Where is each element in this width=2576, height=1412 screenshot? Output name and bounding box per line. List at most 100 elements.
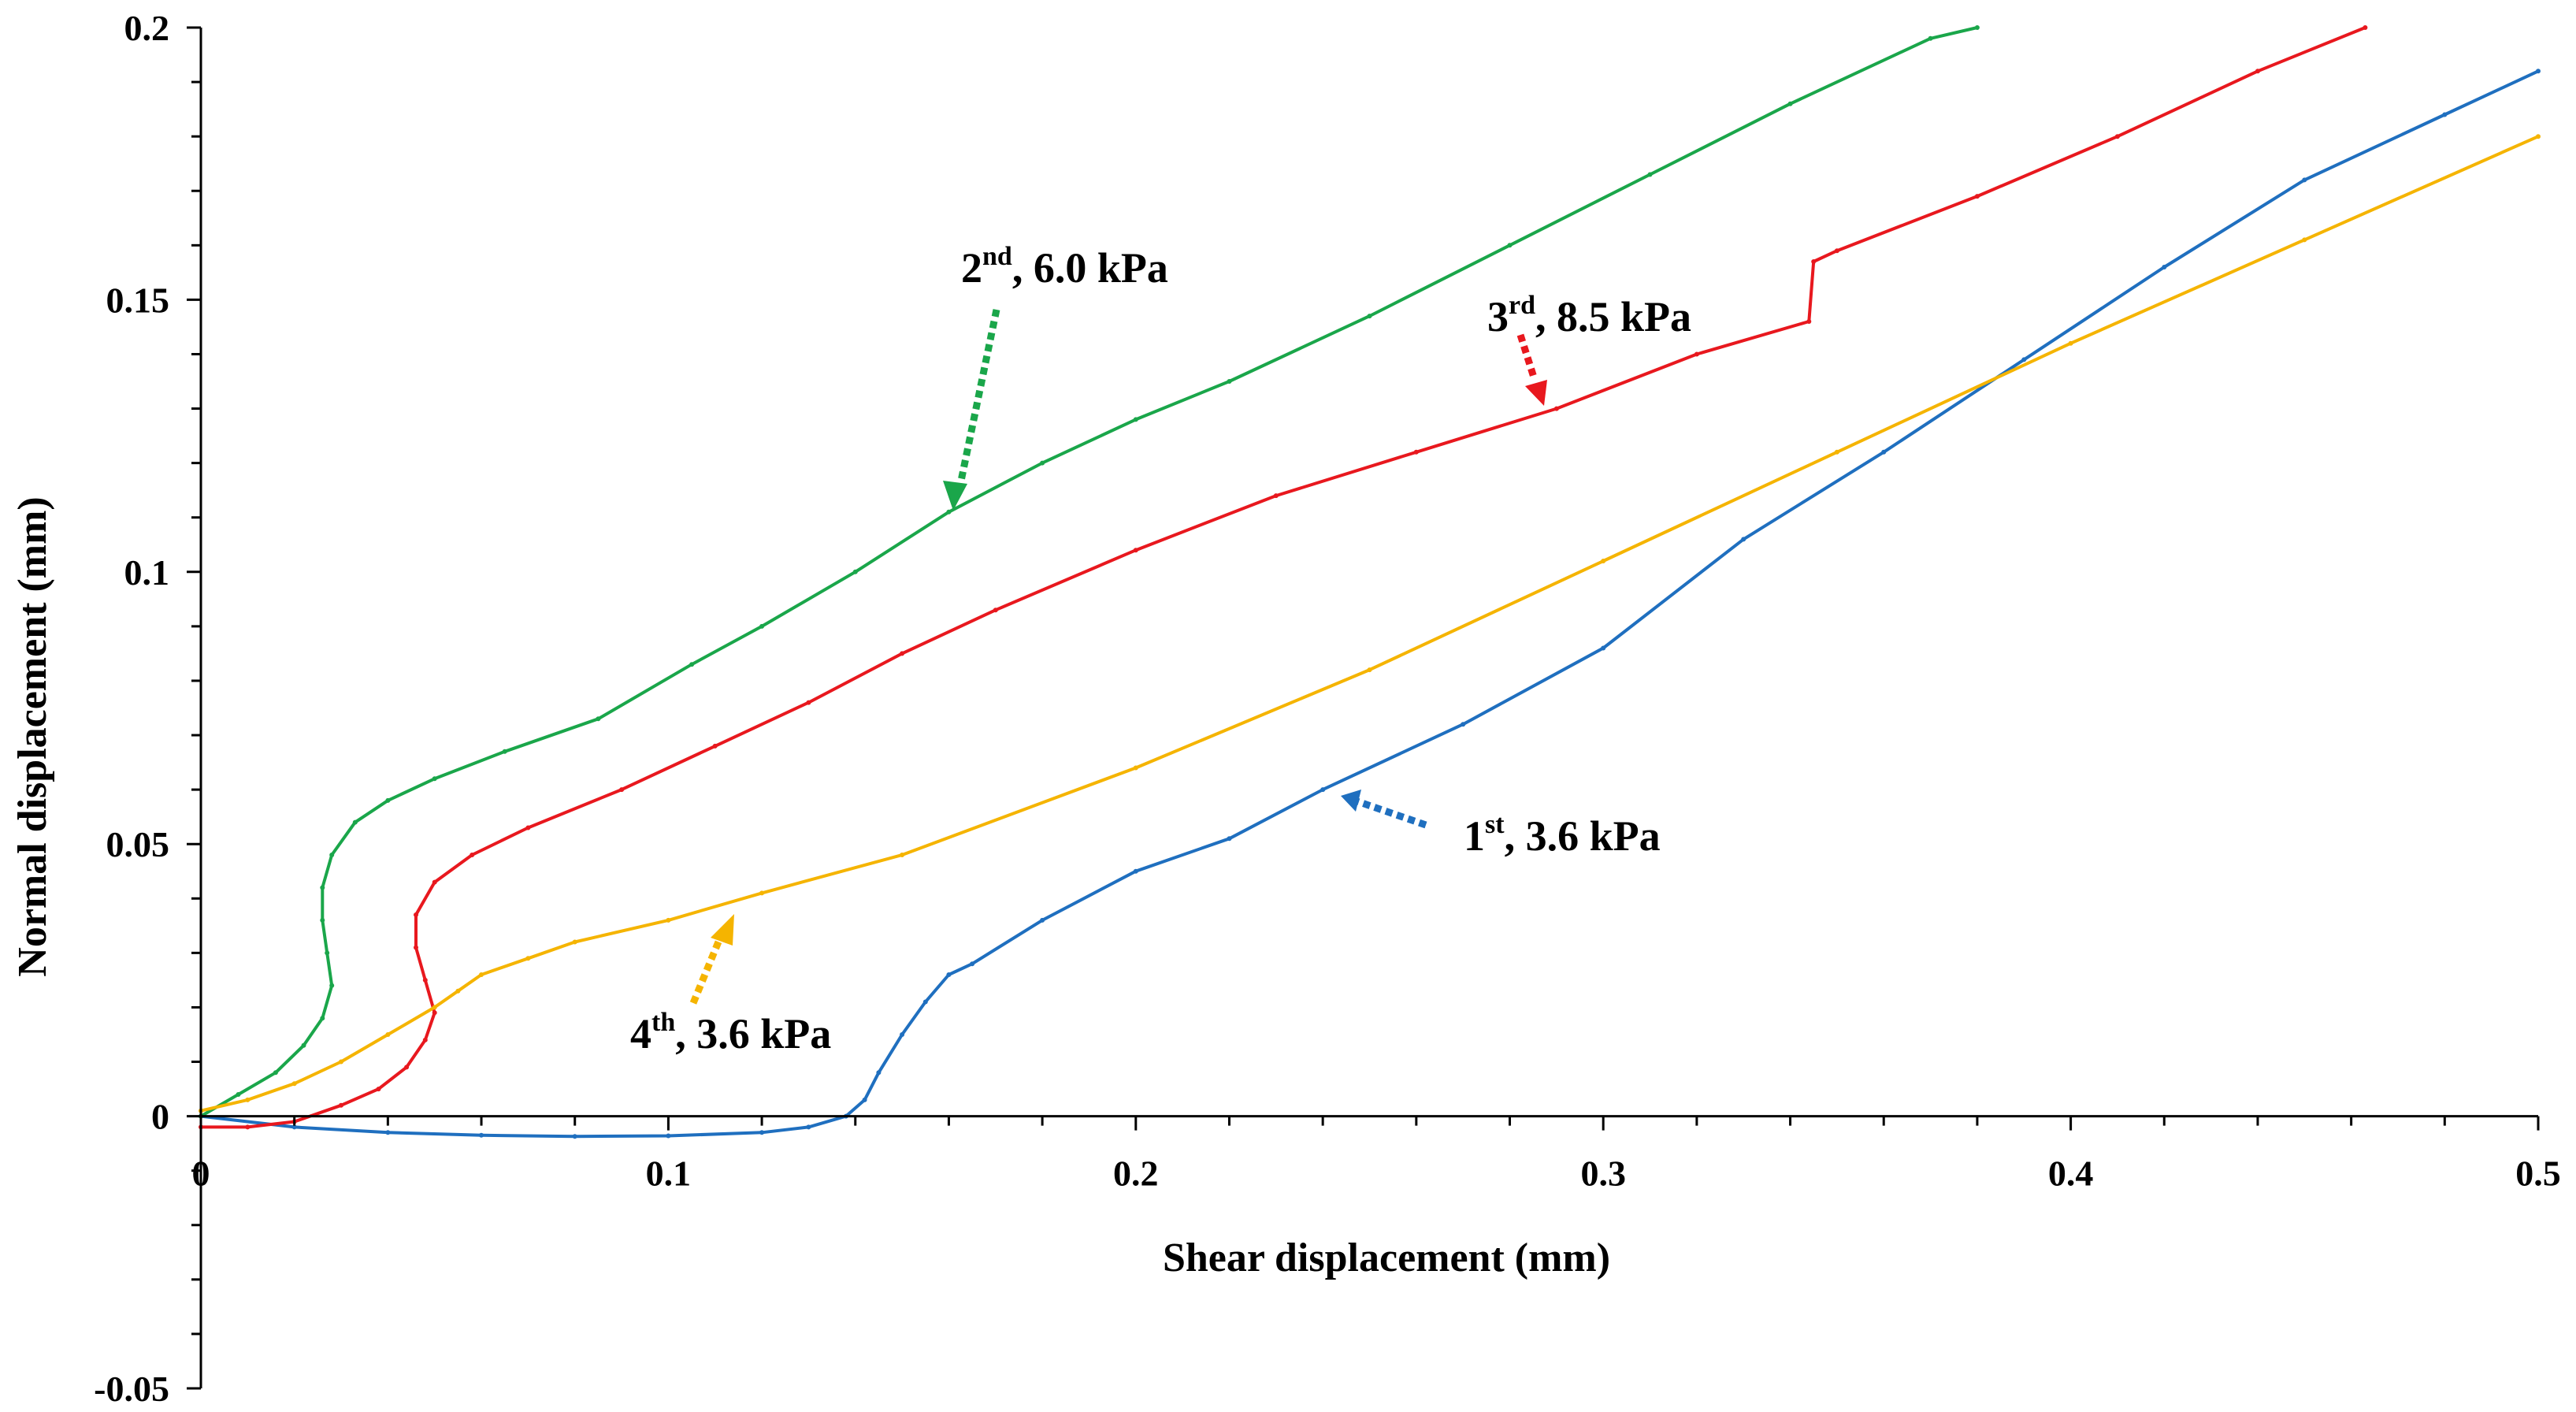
data-point (385, 1032, 391, 1037)
data-point (245, 1124, 251, 1130)
data-point (385, 797, 391, 803)
data-point (329, 853, 335, 857)
data-point (2302, 237, 2307, 243)
annotations: 1st, 3.6 kPa 2nd, 6.0 kPa 3rd, 8.5 kPa 4… (630, 242, 1691, 1057)
data-point (1928, 35, 1933, 41)
x-tick-label: 0 (192, 1154, 210, 1194)
series-line (199, 26, 1978, 1118)
data-point (432, 879, 437, 885)
data-point (291, 1081, 297, 1087)
data-point (273, 1070, 278, 1076)
data-point (806, 700, 811, 705)
data-point (1974, 194, 1980, 199)
data-point (301, 1042, 306, 1048)
data-point (329, 983, 335, 988)
series-1 (199, 69, 2541, 1139)
data-point (245, 1097, 251, 1102)
data-point (2068, 340, 2073, 346)
data-point (236, 1092, 241, 1097)
data-point (325, 950, 330, 956)
data-point (339, 1102, 343, 1108)
data-point (1040, 917, 1045, 923)
data-point (1881, 449, 1887, 455)
data-point (320, 1016, 325, 1021)
data-point (852, 569, 858, 574)
data-point (352, 819, 358, 825)
data-point (572, 1134, 577, 1139)
data-point (376, 1087, 381, 1092)
data-point (900, 1032, 905, 1037)
annotation-arrowhead (711, 914, 734, 946)
data-point (1227, 379, 1232, 384)
data-point (970, 961, 975, 967)
data-point (572, 939, 577, 945)
x-tick-label: 0.2 (1113, 1154, 1159, 1194)
data-point (291, 1124, 297, 1130)
data-point (1601, 645, 1606, 651)
data-point (2442, 112, 2448, 117)
data-point (946, 972, 952, 977)
data-point (1367, 667, 1372, 673)
data-point (2162, 265, 2167, 269)
data-point (862, 1097, 867, 1102)
data-point (320, 917, 325, 923)
data-point (1647, 172, 1653, 177)
annotation-arrowhead (1341, 790, 1361, 812)
data-point (2255, 69, 2260, 74)
data-point (946, 509, 952, 515)
annotation-label: 4th, 3.6 kPa (630, 1008, 831, 1057)
data-point (759, 1130, 765, 1135)
y-tick-labels: -0.05 0 0.05 0.1 0.15 0.2 (94, 8, 169, 1409)
data-point (900, 853, 905, 857)
data-point (806, 1124, 811, 1130)
data-point (2536, 134, 2541, 139)
annotation-arrow (1351, 796, 1427, 829)
data-point (1133, 548, 1138, 553)
data-point (470, 853, 475, 857)
annotation-arrow (1516, 333, 1539, 381)
y-tick-label: 0.2 (124, 8, 170, 48)
data-point (1811, 259, 1817, 264)
y-tick-label: 0 (151, 1097, 169, 1137)
data-point (422, 977, 428, 983)
data-point (759, 890, 765, 896)
ticks (187, 26, 2540, 1390)
data-point (1834, 248, 1839, 254)
annotation-arrowhead (1525, 380, 1547, 406)
data-point (432, 776, 437, 782)
annotation-label: 2nd, 6.0 kPa (961, 242, 1168, 292)
annotation-1st: 1st, 3.6 kPa (1341, 790, 1661, 860)
y-tick-label: -0.05 (94, 1369, 169, 1409)
annotation-label: 3rd, 8.5 kPa (1487, 291, 1691, 340)
data-point (414, 912, 418, 917)
data-point (1273, 493, 1279, 499)
data-point (2363, 25, 2368, 30)
annotation-3rd: 3rd, 8.5 kPa (1487, 291, 1691, 406)
data-point (385, 1130, 391, 1135)
x-axis-title: Shear displacement (mm) (1163, 1236, 1610, 1280)
data-point (2536, 69, 2541, 74)
annotation-arrowhead (943, 481, 967, 511)
data-point (2114, 134, 2120, 139)
data-point (759, 623, 765, 629)
data-point (1601, 559, 1606, 563)
data-point (339, 1059, 343, 1065)
annotation-2nd: 2nd, 6.0 kPa (943, 242, 1168, 511)
x-tick-label: 0.3 (1580, 1154, 1626, 1194)
series-3 (199, 25, 2368, 1130)
data-point (993, 608, 998, 613)
data-point (689, 662, 695, 667)
y-axis-title: Normal displacement (mm) (10, 496, 55, 976)
data-point (1461, 722, 1466, 727)
data-point (1413, 449, 1419, 455)
annotation-4th: 4th, 3.6 kPa (630, 914, 831, 1057)
data-point (1507, 243, 1513, 248)
y-tick-label: 0.1 (124, 552, 170, 593)
series-2 (199, 25, 1980, 1119)
data-point (876, 1070, 882, 1076)
x-tick-label: 0.5 (2515, 1154, 2561, 1194)
data-point (596, 716, 601, 722)
data-point (922, 999, 928, 1005)
data-point (1133, 765, 1138, 771)
